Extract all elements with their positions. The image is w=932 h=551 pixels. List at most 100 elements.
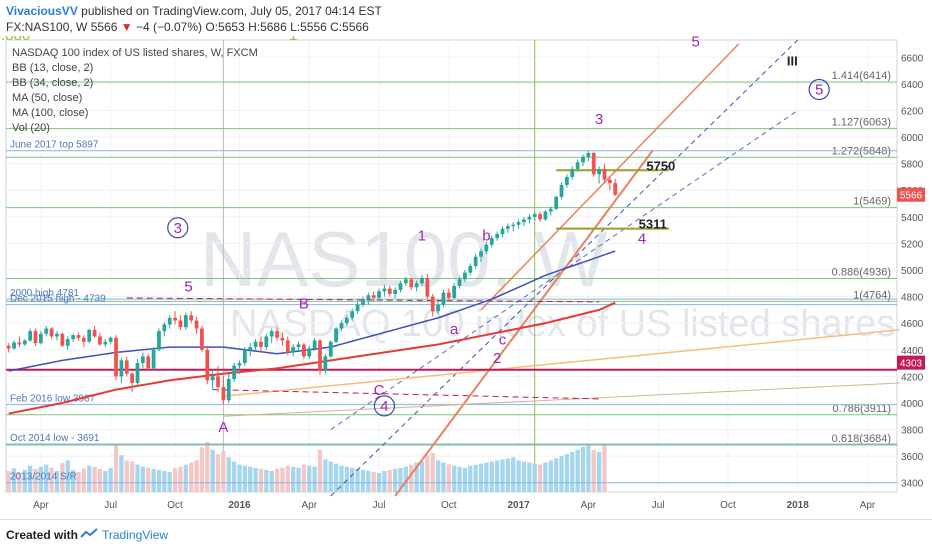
volume-bar	[409, 464, 414, 492]
candle-body	[548, 208, 553, 212]
wave-label: B	[299, 296, 309, 313]
candle-body	[189, 315, 194, 321]
candle-body	[532, 214, 537, 217]
volume-bar	[532, 463, 537, 492]
trend-line	[212, 389, 600, 400]
candle-body	[269, 331, 274, 337]
candle-body	[581, 156, 585, 163]
x-tick-label: Jul	[652, 500, 665, 511]
volume-bar	[505, 458, 511, 492]
x-tick-label: Oct	[720, 500, 736, 511]
candle-body	[98, 336, 102, 345]
candle-body	[183, 315, 188, 328]
volume-bar	[28, 465, 33, 492]
volume-bar	[382, 470, 387, 492]
candle-body	[81, 337, 86, 342]
wave-label: C	[374, 382, 385, 399]
x-tick-label: Apr	[33, 500, 49, 511]
candle-body	[398, 283, 403, 290]
candle-body	[446, 292, 451, 298]
candle-body	[151, 349, 156, 369]
volume-bar	[366, 470, 371, 492]
candle-body	[500, 228, 505, 235]
candle-body	[119, 360, 124, 377]
volume-bar	[446, 464, 451, 492]
y-tick-label: 5400	[901, 213, 924, 224]
change-down-icon: ▼	[120, 20, 133, 34]
wave-label: 3	[174, 220, 182, 237]
volume-bar	[371, 472, 376, 492]
level-label: 2000 high 4781	[10, 288, 79, 299]
candle-body	[522, 219, 526, 223]
level-label: Feb 2016 low 3987	[10, 394, 96, 405]
volume-bar	[6, 470, 11, 492]
volume-bar	[559, 456, 564, 492]
volume-bar	[280, 467, 285, 492]
watermark-symbol: NAS100, W	[200, 215, 608, 303]
candle-body	[366, 295, 371, 300]
candle-body	[124, 360, 129, 374]
volume-bar	[242, 465, 247, 492]
volume-bar	[129, 461, 135, 492]
y-tick-label: 5000	[901, 266, 924, 277]
volume-bar	[543, 462, 548, 492]
tradingview-link[interactable]: TradingView	[102, 528, 169, 542]
volume-bar	[425, 455, 430, 492]
volume-bar	[183, 464, 188, 492]
candle-body	[323, 356, 328, 372]
volume-bar	[60, 463, 65, 492]
author-link[interactable]: VivaciousVV	[6, 4, 78, 18]
tradingview-logo-icon	[80, 528, 98, 538]
candle-body	[554, 196, 559, 209]
candle-body	[22, 340, 27, 345]
level-label: 1(5469)	[853, 196, 891, 208]
volume-bar	[323, 459, 328, 492]
candle-body	[210, 376, 215, 381]
volume-bar	[591, 449, 596, 492]
candle-body	[237, 363, 242, 366]
wave-label: 5311	[639, 217, 667, 232]
volume-bar	[570, 452, 575, 492]
volume-bar	[403, 466, 409, 492]
candle-body	[441, 292, 446, 305]
candle-body	[505, 226, 510, 229]
volume-bar	[285, 465, 290, 492]
candle-body	[484, 244, 489, 252]
x-tick-label: 2017	[507, 500, 530, 511]
volume-bar	[92, 466, 97, 492]
plot-area	[5, 39, 898, 493]
candle-body	[167, 317, 172, 325]
candle-body	[403, 279, 408, 284]
volume-bar	[226, 457, 231, 492]
volume-bar	[511, 457, 516, 492]
candle-body	[371, 295, 376, 298]
price-tag	[897, 355, 925, 370]
candle-body	[414, 283, 419, 288]
legend-entry: MA (100, close)	[12, 107, 88, 119]
volume-bar	[172, 468, 178, 492]
volume-bar	[312, 466, 317, 492]
wave-label: A	[218, 419, 228, 436]
x-tick-label: Oct	[441, 500, 457, 511]
candle-body	[285, 340, 290, 353]
y-tick-label: 3600	[901, 452, 924, 463]
candle-body	[570, 168, 575, 177]
candle-body	[339, 323, 344, 329]
x-tick-label: 2018	[787, 500, 810, 511]
volume-bar	[49, 467, 54, 492]
y-tick-label: 3800	[901, 426, 924, 437]
level-label: 0.618(3684)	[832, 433, 891, 445]
candle-body	[527, 216, 532, 220]
volume-bar	[221, 450, 226, 492]
wave-label: 0.886	[0, 36, 30, 44]
level-label: 1.127(6063)	[832, 117, 891, 129]
x-tick-label: Apr	[301, 500, 317, 511]
wave-label: 1	[289, 36, 297, 44]
candle-body	[479, 251, 483, 257]
candle-body	[296, 344, 301, 348]
candle-body	[226, 379, 231, 401]
volume-bar	[205, 442, 210, 492]
candle-body	[140, 356, 145, 364]
volume-bar	[113, 444, 119, 492]
